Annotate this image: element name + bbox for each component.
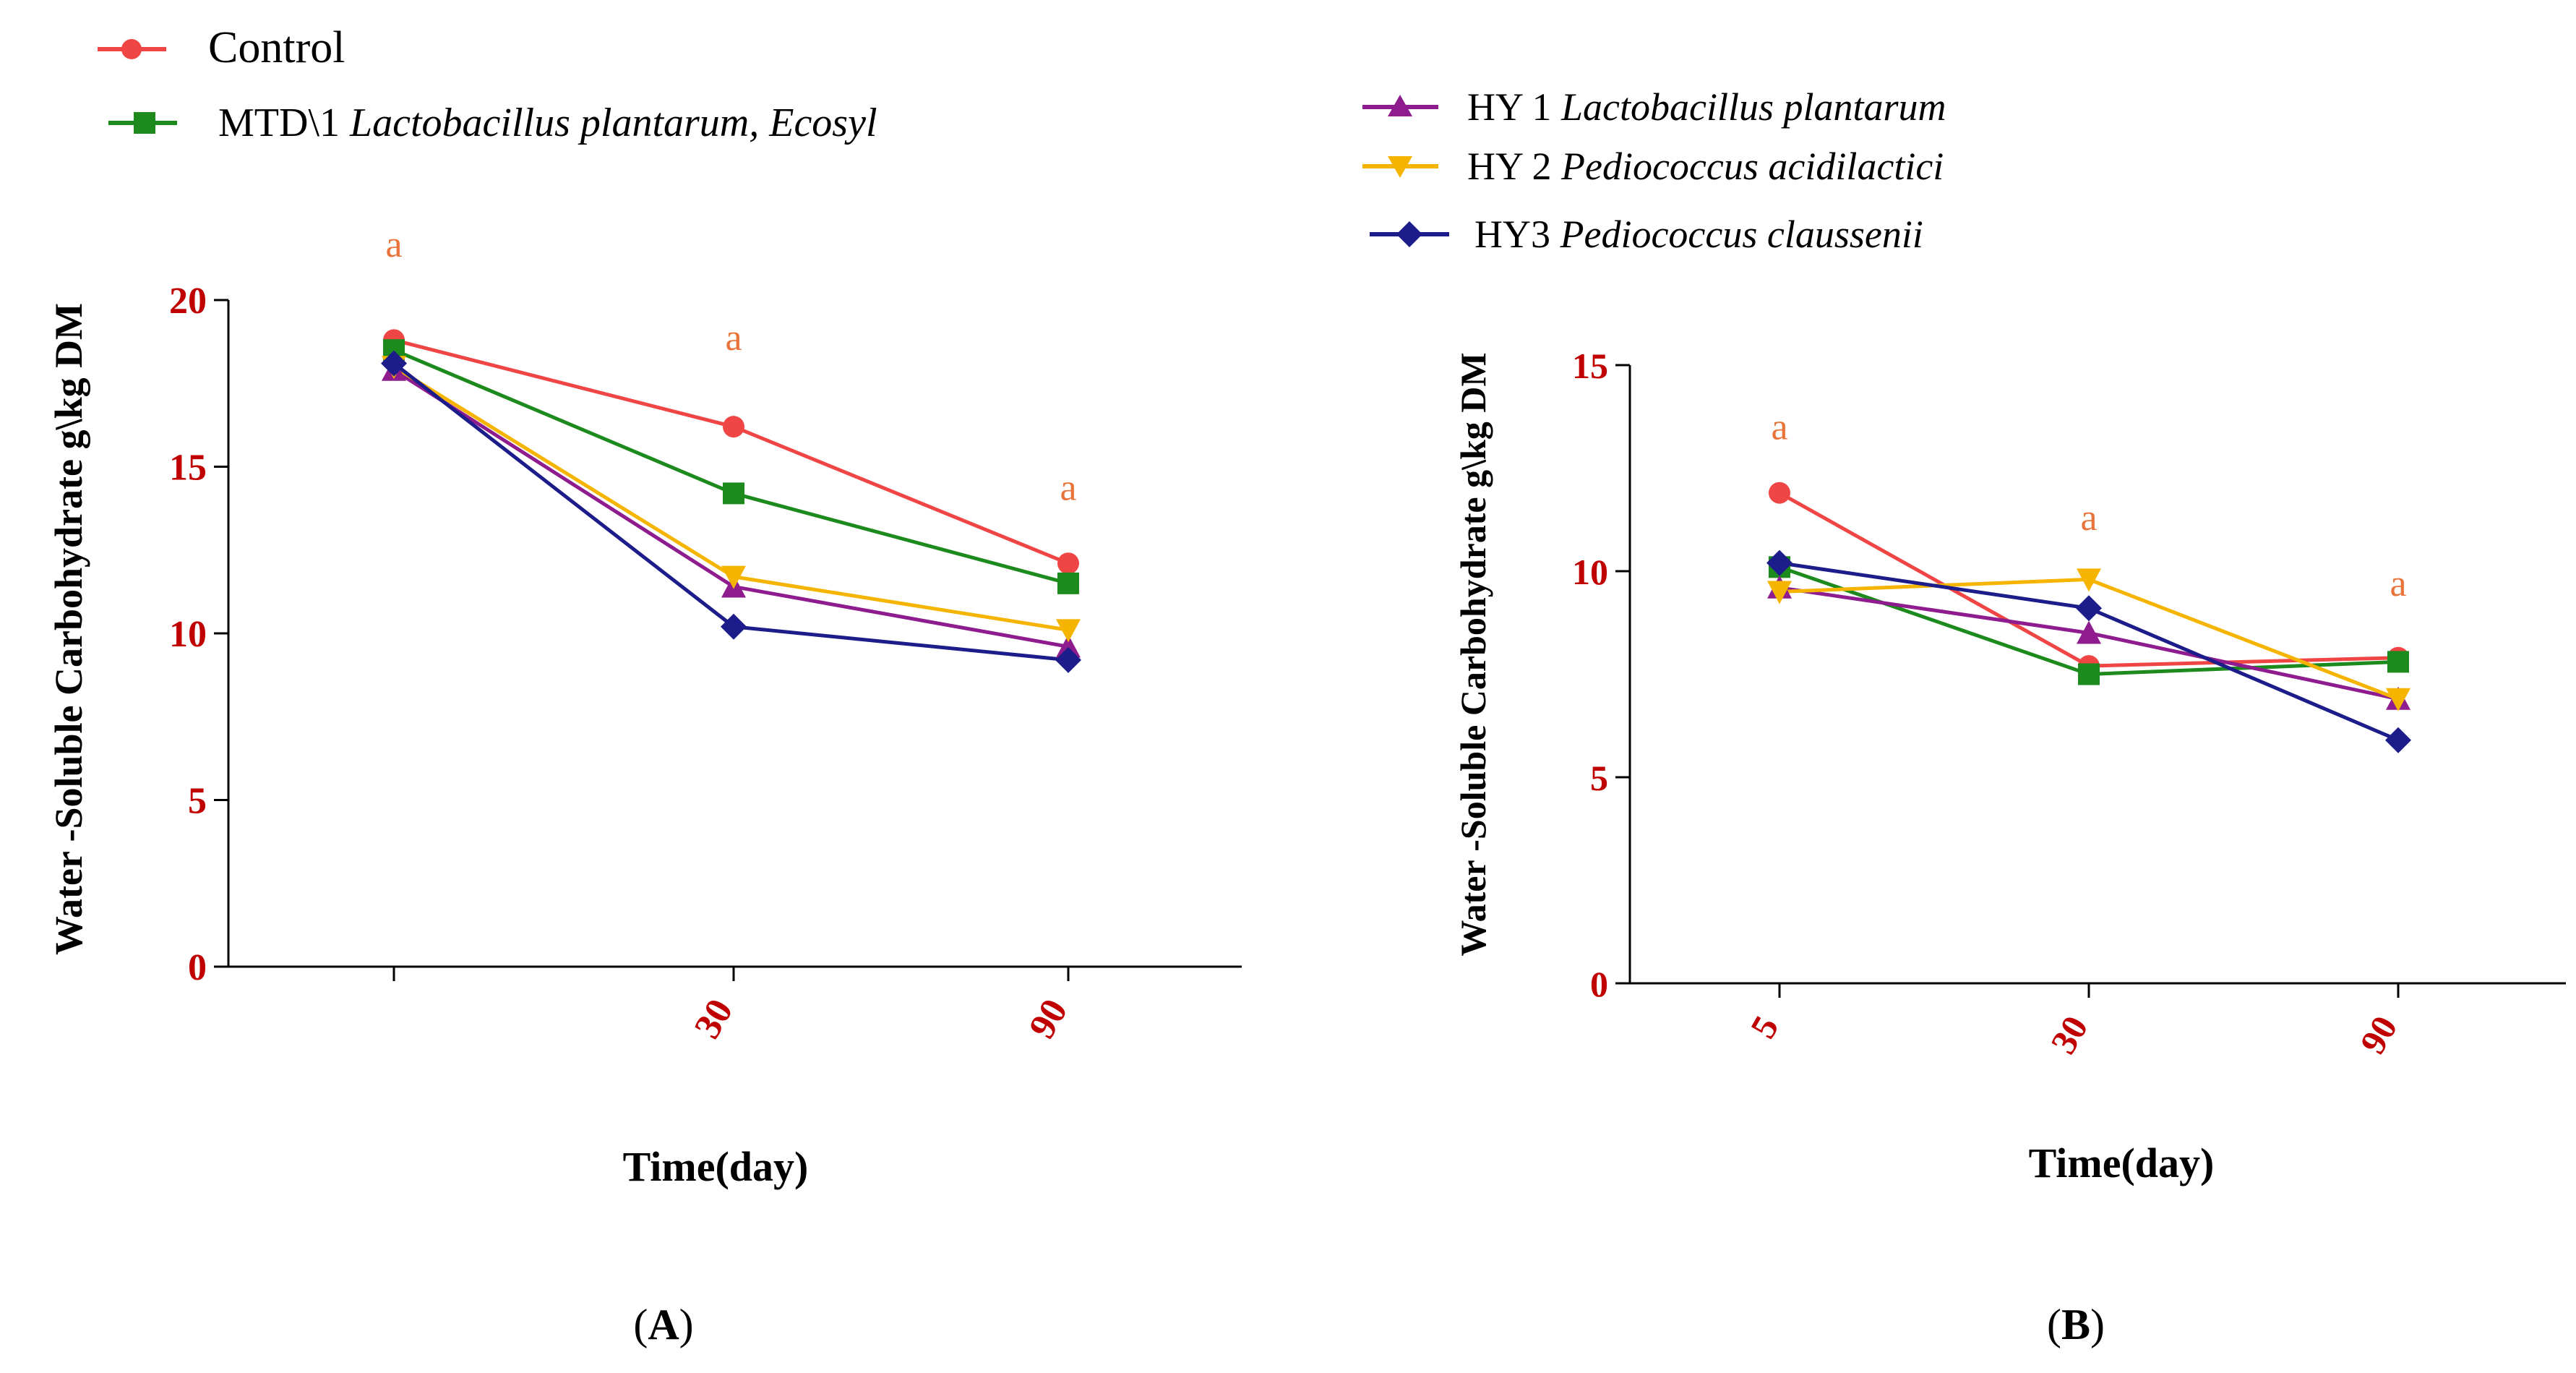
- chart-panel-a: Water -Soluble Carbohydrate g\kg DM 0 5 10…: [47, 224, 1242, 1348]
- data-point-hy1: [2077, 620, 2101, 644]
- data-point-hy2: [721, 565, 746, 589]
- y-axis-label-b: Water -Soluble Carbohydrate g\kg DM: [1453, 352, 1493, 956]
- legend-label-control: Control: [208, 23, 345, 72]
- data-point-mtd: [1057, 572, 1079, 594]
- x-axis-label-a: Time(day): [623, 1143, 809, 1190]
- y-ticks-a: 0 5 10 15 20: [169, 281, 228, 988]
- legend-text-mtd-prefix: MTD\1: [218, 100, 350, 145]
- significance-letter: a: [1771, 407, 1787, 448]
- data-point-mtd: [2387, 651, 2409, 673]
- series-line-hy1: [392, 368, 1069, 649]
- panel-letter-a: A: [648, 1301, 679, 1348]
- data-point-control: [1057, 552, 1079, 575]
- x-tick-label: 90: [2352, 1009, 2405, 1061]
- legend-marker-hy3: [1396, 221, 1422, 247]
- legend-text-hy1-species: Lactobacillus plantarum: [1560, 85, 1946, 129]
- plot-area-b: a a a: [1766, 407, 2411, 753]
- x-tick-label: 5: [1743, 1009, 1787, 1045]
- legend-label-hy2: HY 2 Pediococcus acidilactici: [1467, 145, 1944, 188]
- significance-letter: a: [2390, 563, 2406, 604]
- data-point-control: [723, 416, 744, 438]
- legend: Control MTD\1 Lactobacillus plantarum, E…: [98, 23, 1946, 256]
- y-tick-label: 20: [169, 281, 207, 322]
- x-ticks-b: 5 30 90: [1743, 983, 2405, 1061]
- y-ticks-b: 0 5 10 15: [1572, 346, 1630, 1004]
- significance-letter: a: [1060, 468, 1076, 509]
- significance-letter: a: [385, 224, 402, 265]
- y-tick-label: 15: [169, 448, 207, 489]
- data-point-hy2: [2077, 568, 2101, 592]
- plot-area-a: a a a: [381, 224, 1081, 673]
- data-point-hy2: [1056, 619, 1081, 643]
- x-axis-label-b: Time(day): [2029, 1139, 2215, 1186]
- data-point-hy2: [2386, 688, 2410, 711]
- legend-entry-hy3: HY3 Pediococcus claussenii: [1370, 213, 1923, 256]
- data-point-hy3: [2385, 727, 2411, 753]
- y-tick-label: 0: [1590, 964, 1608, 1004]
- legend-entry-hy2: HY 2 Pediococcus acidilactici: [1362, 145, 1944, 188]
- y-axis-label-a: Water -Soluble Carbohydrate g\kg DM: [47, 303, 90, 955]
- panel-letter-b: B: [2061, 1301, 2090, 1348]
- legend-text-hy1-prefix: HY 1: [1467, 85, 1561, 129]
- x-tick-label: 90: [1021, 993, 1076, 1046]
- panel-label-a: (A): [633, 1301, 693, 1348]
- legend-entry-hy1: HY 1 Lactobacillus plantarum: [1362, 85, 1946, 129]
- legend-text-hy3-prefix: HY3: [1474, 213, 1560, 256]
- data-point-hy3: [721, 613, 747, 640]
- y-tick-label: 10: [1572, 552, 1608, 592]
- gridless-axes-b: [1628, 365, 2566, 985]
- legend-text-mtd-species: Lactobacillus plantarum, Ecosyl: [349, 100, 877, 145]
- legend-marker-mtd: [134, 112, 155, 134]
- data-point-hy3: [1055, 646, 1081, 673]
- legend-text-hy2-prefix: HY 2: [1467, 145, 1561, 188]
- x-tick-label: 30: [2043, 1009, 2095, 1061]
- legend-entry-control: Control: [98, 23, 345, 72]
- y-tick-label: 5: [1590, 758, 1608, 798]
- legend-marker-control: [121, 39, 142, 59]
- significance-letter: a: [2080, 497, 2097, 539]
- y-tick-label: 5: [188, 781, 207, 822]
- y-tick-label: 10: [169, 614, 207, 655]
- y-tick-label: 15: [1572, 346, 1608, 386]
- series-line-control: [393, 338, 1069, 565]
- legend-entry-mtd: MTD\1 Lactobacillus plantarum, Ecosyl: [108, 100, 877, 145]
- x-ticks-a: 30 90: [392, 967, 1076, 1046]
- legend-label-hy1: HY 1 Lactobacillus plantarum: [1467, 85, 1946, 129]
- legend-label-mtd: MTD\1 Lactobacillus plantarum, Ecosyl: [218, 100, 877, 145]
- y-tick-label: 0: [188, 947, 207, 988]
- data-point-control: [1769, 482, 1790, 504]
- data-point-hy3: [1766, 549, 1793, 576]
- legend-label-hy3: HY3 Pediococcus claussenii: [1474, 213, 1923, 256]
- chart-panel-b: Water -Soluble Carbohydrate g\kg DM 0 5 10…: [1453, 346, 2566, 1348]
- series-line-mtd: [393, 348, 1069, 586]
- data-point-hy1: [1056, 634, 1081, 658]
- data-point-mtd: [2078, 663, 2100, 685]
- data-point-mtd: [723, 482, 744, 505]
- data-point-hy3: [2076, 595, 2102, 622]
- data-point-hy2: [1767, 581, 1792, 604]
- legend-marker-hy2: [1388, 156, 1412, 178]
- legend-text-control: Control: [208, 23, 345, 72]
- legend-text-hy3-species: Pediococcus claussenii: [1560, 213, 1923, 256]
- x-tick-label: 30: [687, 993, 741, 1046]
- data-point-hy3: [381, 350, 407, 377]
- panel-label-b: (B): [2047, 1301, 2105, 1348]
- significance-letter: a: [725, 317, 742, 359]
- legend-text-hy2-species: Pediococcus acidilactici: [1560, 145, 1944, 188]
- legend-marker-hy1: [1388, 95, 1412, 116]
